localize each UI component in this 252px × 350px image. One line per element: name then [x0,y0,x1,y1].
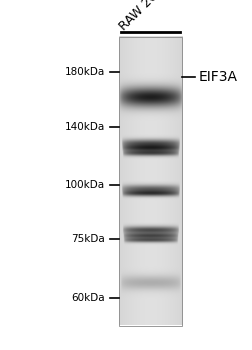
Text: 60kDa: 60kDa [71,293,105,303]
Text: 140kDa: 140kDa [65,122,105,132]
Bar [118,37,181,326]
Text: RAW 264.7: RAW 264.7 [117,0,174,33]
Text: 100kDa: 100kDa [65,180,105,190]
Text: 180kDa: 180kDa [65,67,105,77]
Text: 75kDa: 75kDa [71,234,105,244]
Text: EIF3A: EIF3A [198,70,237,84]
